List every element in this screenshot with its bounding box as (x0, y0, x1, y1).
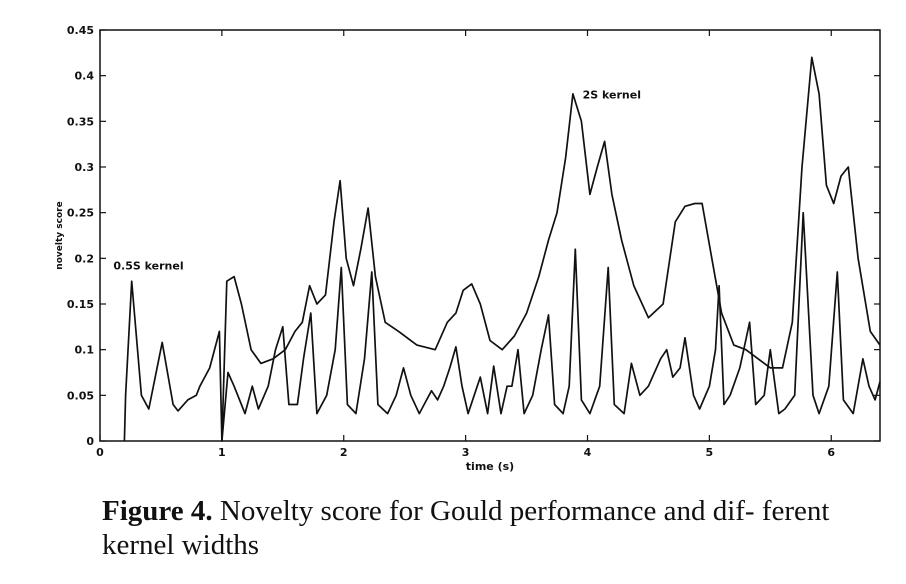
plot-frame (99, 29, 881, 442)
annotation-2s-kernel: 2S kernel (583, 89, 641, 102)
novelty-chart: 0 1 2 3 4 5 6 0 0.05 0.1 0.15 0.2 0.25 0.3 0.35 0.4 0.45… (55, 24, 881, 473)
y-tick-label: 0.4 (75, 70, 95, 83)
x-tick-label: 6 (827, 446, 835, 459)
x-tick-label: 1 (218, 446, 226, 459)
y-tick-label: 0.35 (67, 115, 94, 128)
annotation-0-5s-kernel: 0.5S kernel (113, 259, 183, 272)
y-tick-label: 0.45 (67, 24, 94, 37)
x-tick-label: 0 (96, 446, 104, 459)
x-axis-label: time (s) (466, 460, 514, 473)
caption-text: Novelty score for Gould performance and … (102, 495, 830, 561)
y-tick-label: 0.3 (75, 161, 95, 174)
caption-label: Figure 4. (102, 495, 213, 527)
plot-area (123, 56, 881, 442)
x-tick-label: 5 (706, 446, 714, 459)
axes: 0 1 2 3 4 5 6 0 0.05 0.1 0.15 0.2 0.25 0.3 0.35 0.4 0.45 (67, 24, 881, 459)
figure-caption: Figure 4. Novelty score for Gould perfor… (102, 494, 882, 562)
y-tick-label: 0.05 (67, 389, 94, 402)
y-axis-label: novelty score (55, 201, 65, 269)
series-line-two-second-kernel (221, 56, 881, 442)
x-tick-label: 4 (584, 446, 592, 459)
x-tick-label: 3 (462, 446, 470, 459)
y-tick-label: 0.25 (67, 207, 94, 220)
y-tick-label: 0.1 (75, 344, 95, 357)
y-tick-label: 0.15 (67, 298, 94, 311)
x-tick-label: 2 (340, 446, 348, 459)
series-line-half-second-kernel (123, 211, 881, 442)
y-tick-label: 0 (86, 435, 94, 448)
y-tick-label: 0.2 (75, 252, 95, 265)
